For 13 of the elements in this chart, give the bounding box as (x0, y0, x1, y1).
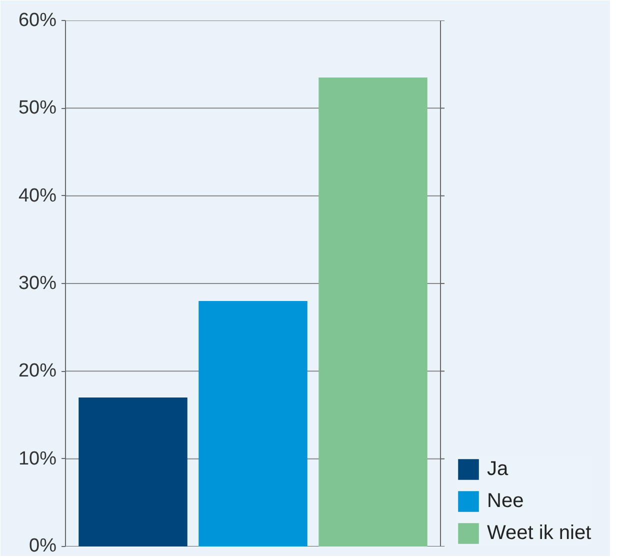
y-tick-label: 50% (18, 98, 57, 119)
y-tick-label: 30% (18, 273, 57, 294)
legend-label: Ja (487, 458, 508, 480)
y-tick-label: 60% (18, 10, 57, 31)
y-tick-label: 0% (29, 536, 57, 556)
bar (78, 397, 188, 546)
legend-label: Nee (487, 490, 524, 512)
y-tick-label: 20% (18, 360, 57, 382)
y-tick-label: 40% (18, 185, 57, 206)
bar (198, 301, 308, 546)
y-tick-label: 10% (18, 448, 57, 470)
bar (318, 77, 428, 546)
legend-label: Weet ik niet (487, 522, 592, 544)
